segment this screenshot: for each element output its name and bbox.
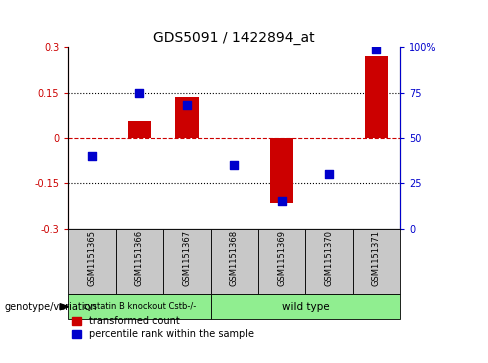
FancyBboxPatch shape — [68, 229, 116, 294]
Point — [136, 90, 143, 95]
FancyBboxPatch shape — [116, 229, 163, 294]
Point — [88, 153, 96, 159]
FancyBboxPatch shape — [305, 229, 353, 294]
Text: GSM1151368: GSM1151368 — [230, 230, 239, 286]
FancyBboxPatch shape — [68, 294, 210, 319]
Bar — [127, 121, 151, 138]
Text: GSM1151369: GSM1151369 — [277, 230, 286, 286]
Text: wild type: wild type — [282, 302, 329, 312]
Text: genotype/variation: genotype/variation — [5, 302, 98, 312]
Text: GSM1151371: GSM1151371 — [372, 230, 381, 286]
Point — [278, 199, 285, 204]
Point — [325, 171, 333, 177]
Point — [230, 162, 238, 168]
Point — [183, 102, 191, 108]
FancyBboxPatch shape — [163, 229, 210, 294]
Text: GSM1151367: GSM1151367 — [183, 230, 191, 286]
Legend: transformed count, percentile rank within the sample: transformed count, percentile rank withi… — [68, 312, 258, 343]
Text: GSM1151366: GSM1151366 — [135, 230, 144, 286]
Bar — [365, 56, 388, 138]
Bar — [270, 138, 293, 203]
FancyBboxPatch shape — [258, 229, 305, 294]
FancyBboxPatch shape — [353, 229, 400, 294]
Text: cystatin B knockout Cstb-/-: cystatin B knockout Cstb-/- — [83, 302, 196, 311]
Title: GDS5091 / 1422894_at: GDS5091 / 1422894_at — [153, 31, 315, 45]
FancyBboxPatch shape — [210, 294, 400, 319]
Text: GSM1151365: GSM1151365 — [87, 230, 97, 286]
Point — [372, 46, 380, 52]
Bar — [175, 97, 199, 138]
FancyBboxPatch shape — [210, 229, 258, 294]
Text: GSM1151370: GSM1151370 — [325, 230, 334, 286]
